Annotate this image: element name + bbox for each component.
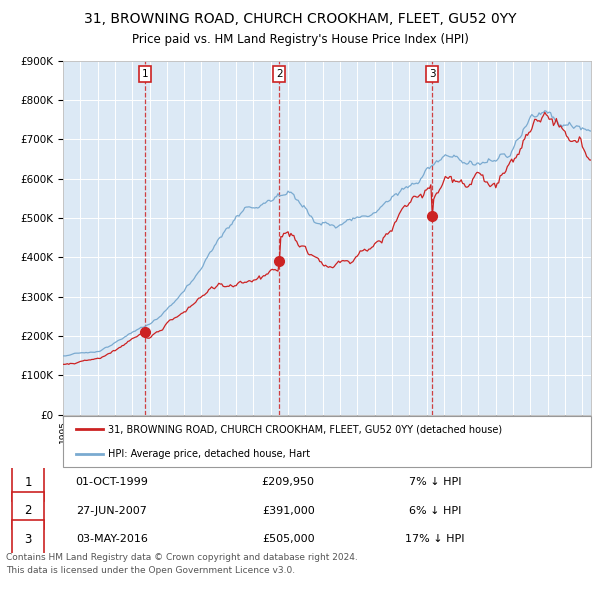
Text: 6% ↓ HPI: 6% ↓ HPI	[409, 506, 461, 516]
Text: Price paid vs. HM Land Registry's House Price Index (HPI): Price paid vs. HM Land Registry's House …	[131, 32, 469, 45]
Text: 3: 3	[429, 68, 436, 78]
Text: 31, BROWNING ROAD, CHURCH CROOKHAM, FLEET, GU52 0YY: 31, BROWNING ROAD, CHURCH CROOKHAM, FLEE…	[84, 12, 516, 26]
FancyBboxPatch shape	[12, 520, 44, 558]
Text: 17% ↓ HPI: 17% ↓ HPI	[406, 534, 465, 544]
Text: £391,000: £391,000	[262, 506, 314, 516]
FancyBboxPatch shape	[63, 416, 591, 467]
Text: 1: 1	[24, 476, 32, 489]
Text: £209,950: £209,950	[262, 477, 315, 487]
Text: 1: 1	[142, 68, 149, 78]
Text: 31, BROWNING ROAD, CHURCH CROOKHAM, FLEET, GU52 0YY (detached house): 31, BROWNING ROAD, CHURCH CROOKHAM, FLEE…	[108, 424, 502, 434]
Text: Contains HM Land Registry data © Crown copyright and database right 2024.
This d: Contains HM Land Registry data © Crown c…	[6, 553, 358, 575]
FancyBboxPatch shape	[12, 463, 44, 501]
Text: 2: 2	[24, 504, 32, 517]
Text: HPI: Average price, detached house, Hart: HPI: Average price, detached house, Hart	[108, 448, 310, 458]
Text: 2: 2	[276, 68, 283, 78]
Text: 7% ↓ HPI: 7% ↓ HPI	[409, 477, 461, 487]
Text: 03-MAY-2016: 03-MAY-2016	[76, 534, 148, 544]
Text: £505,000: £505,000	[262, 534, 314, 544]
Text: 3: 3	[25, 533, 32, 546]
FancyBboxPatch shape	[12, 492, 44, 529]
Text: 01-OCT-1999: 01-OCT-1999	[76, 477, 148, 487]
Text: 27-JUN-2007: 27-JUN-2007	[76, 506, 147, 516]
